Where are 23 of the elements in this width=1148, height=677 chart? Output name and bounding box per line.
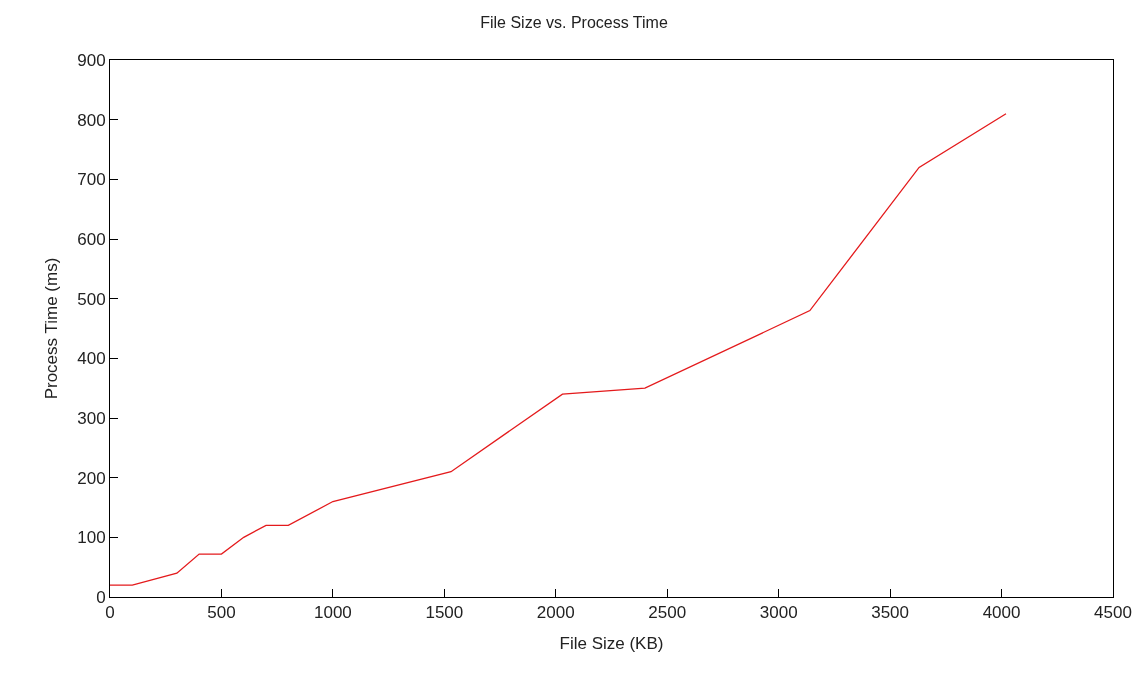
x-tick-label: 4500 <box>1094 603 1132 623</box>
x-axis-title: File Size (KB) <box>559 633 664 653</box>
y-tick-label: 400 <box>77 349 106 369</box>
x-tick-label: 1500 <box>425 603 464 623</box>
x-tick-label: 3500 <box>871 603 910 623</box>
x-tick-label: 3000 <box>759 603 798 623</box>
y-tick-label: 900 <box>77 50 106 70</box>
chart-title: File Size vs. Process Time <box>480 14 668 32</box>
y-tick-label: 500 <box>77 289 106 309</box>
y-tick-label: 100 <box>77 528 106 548</box>
line-series <box>110 113 1007 586</box>
y-tick-label: 700 <box>77 170 106 190</box>
x-tick-label: 2000 <box>536 603 575 623</box>
y-tick-label: 600 <box>77 229 106 249</box>
y-axis-title: Process Time (ms) <box>41 257 61 400</box>
y-tick-label: 0 <box>96 587 106 607</box>
x-tick-label: 4000 <box>982 603 1021 623</box>
y-tick-label: 300 <box>77 408 106 428</box>
y-tick-label: 200 <box>77 468 106 488</box>
x-tick-label: 500 <box>207 603 236 623</box>
y-tick-label: 800 <box>77 110 106 130</box>
x-tick-label: 2500 <box>648 603 687 623</box>
x-tick-label: 1000 <box>313 603 352 623</box>
